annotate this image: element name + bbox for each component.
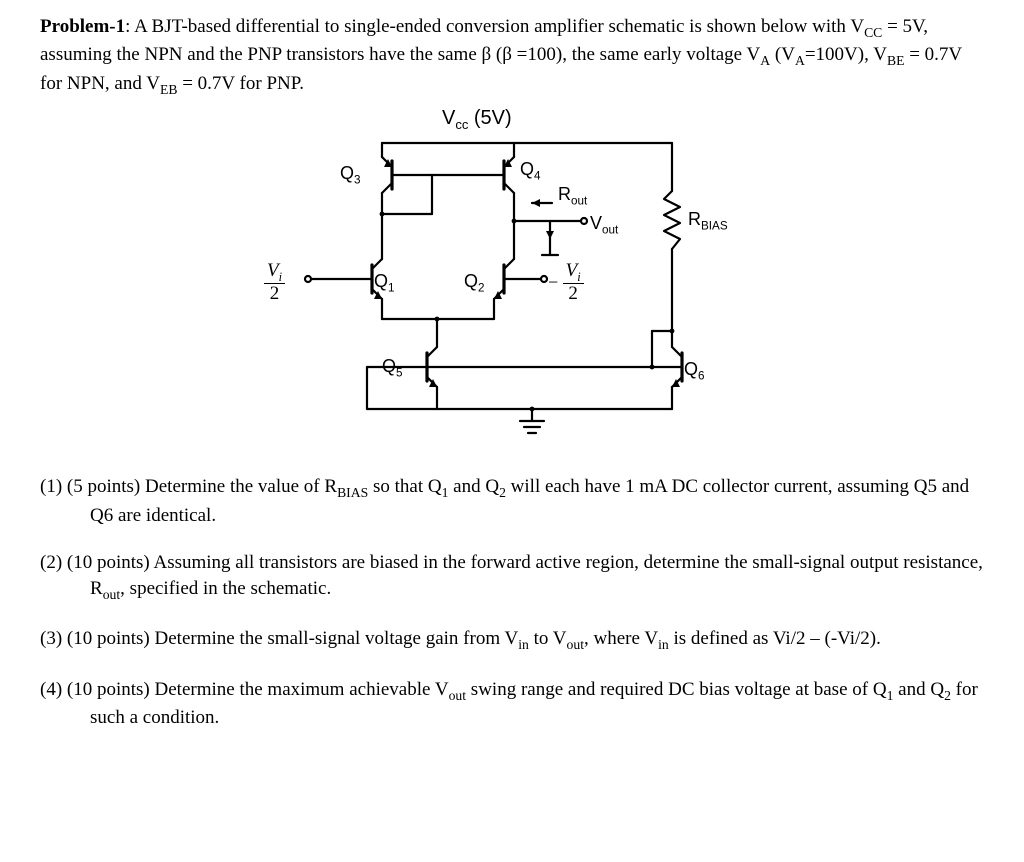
vbe-sub: BE: [887, 53, 904, 68]
q1-num: (1) (5 points): [40, 476, 145, 497]
q4-t2: swing range and required DC bias voltage…: [466, 679, 887, 700]
problem-text-4: =100V), V: [805, 44, 887, 65]
q4-t1: Determine the maximum achievable V: [155, 679, 449, 700]
va-sub2: A: [795, 53, 805, 68]
q3-t1: Determine the small-signal voltage gain …: [155, 628, 519, 649]
problem-title: Problem-1: [40, 16, 125, 37]
va-sub: A: [760, 53, 770, 68]
q1-t3: and Q: [448, 476, 499, 497]
question-1: (1) (5 points) Determine the value of RB…: [40, 474, 984, 528]
question-3: (3) (10 points) Determine the small-sign…: [40, 626, 984, 654]
q3-num: (3) (10 points): [40, 628, 155, 649]
veb-sub: EB: [160, 81, 177, 96]
q1-t2: so that Q: [368, 476, 441, 497]
circuit-schematic: Vcc (5V) Q3 Q4 Rout Vout RBIAS: [232, 109, 792, 449]
q1-t1: Determine the value of R: [145, 476, 337, 497]
q3-t4: is defined as Vi/2 – (-Vi/2).: [669, 628, 881, 649]
questions-list: (1) (5 points) Determine the value of RB…: [40, 474, 984, 730]
q3-s1: in: [518, 637, 529, 652]
q3-t2: to V: [529, 628, 567, 649]
q4-num: (4) (10 points): [40, 679, 155, 700]
q1-s3: 2: [499, 485, 506, 500]
q3-s3: in: [658, 637, 669, 652]
question-4: (4) (10 points) Determine the maximum ac…: [40, 677, 984, 731]
q2-s1: out: [103, 587, 120, 602]
q2-t2: , specified in the schematic.: [120, 578, 331, 599]
q4-s1: out: [449, 687, 466, 702]
problem-text-6: = 0.7V for PNP.: [177, 73, 304, 94]
vcc-sub: CC: [864, 25, 882, 40]
schematic-svg: [232, 109, 792, 449]
schematic-container: Vcc (5V) Q3 Q4 Rout Vout RBIAS: [40, 109, 984, 457]
page: Problem-1: A BJT-based differential to s…: [0, 0, 1024, 862]
q4-s3: 2: [944, 687, 951, 702]
question-2: (2) (10 points) Assuming all transistors…: [40, 550, 984, 604]
q3-t3: , where V: [584, 628, 658, 649]
q4-t3: and Q: [893, 679, 944, 700]
problem-text-1: : A BJT-based differential to single-end…: [125, 16, 864, 37]
problem-statement: Problem-1: A BJT-based differential to s…: [40, 14, 984, 99]
q1-s1: BIAS: [337, 485, 368, 500]
problem-text-3: (V: [770, 44, 795, 65]
q3-s2: out: [567, 637, 584, 652]
q2-num: (2) (10 points): [40, 552, 153, 573]
